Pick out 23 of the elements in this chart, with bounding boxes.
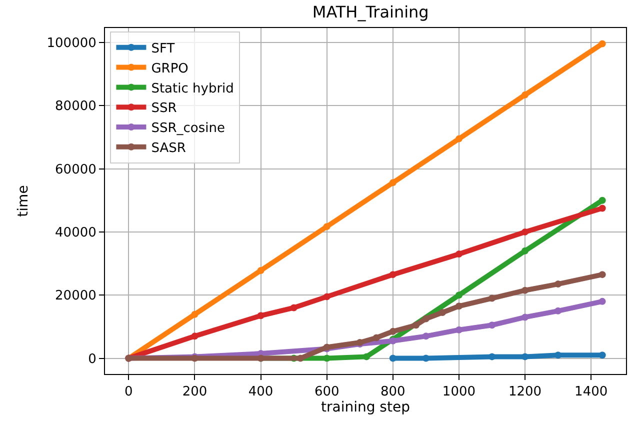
legend-label: SSR_cosine: [151, 121, 225, 136]
y-tick-label: 80000: [55, 99, 96, 114]
legend-label: SSR: [151, 101, 177, 116]
x-tick-label: 200: [182, 384, 208, 400]
x-axis-title: training step: [321, 400, 410, 416]
x-tick-label: 1200: [508, 384, 542, 400]
x-tick-label: 400: [248, 384, 274, 400]
y-axis-title: time: [15, 185, 32, 217]
x-tick-label: 800: [380, 384, 406, 400]
y-tick-label: 40000: [55, 226, 96, 240]
legend-label: SFT: [151, 41, 175, 56]
y-tick-label: 60000: [55, 162, 96, 178]
chart-title: MATH_Training: [312, 2, 429, 22]
x-tick-label: 600: [314, 384, 340, 400]
legend-label: GRPO: [151, 61, 188, 76]
x-tick-label: 1400: [574, 384, 608, 400]
legend-label: Static hybrid: [151, 81, 234, 96]
x-tick-label: 0: [124, 384, 133, 400]
y-tick-label: 0: [88, 352, 96, 367]
y-tick-label: 20000: [55, 288, 96, 304]
x-tick-label: 1000: [442, 384, 476, 400]
legend-label: SASR: [151, 140, 186, 156]
y-tick-label: 100000: [46, 36, 96, 52]
